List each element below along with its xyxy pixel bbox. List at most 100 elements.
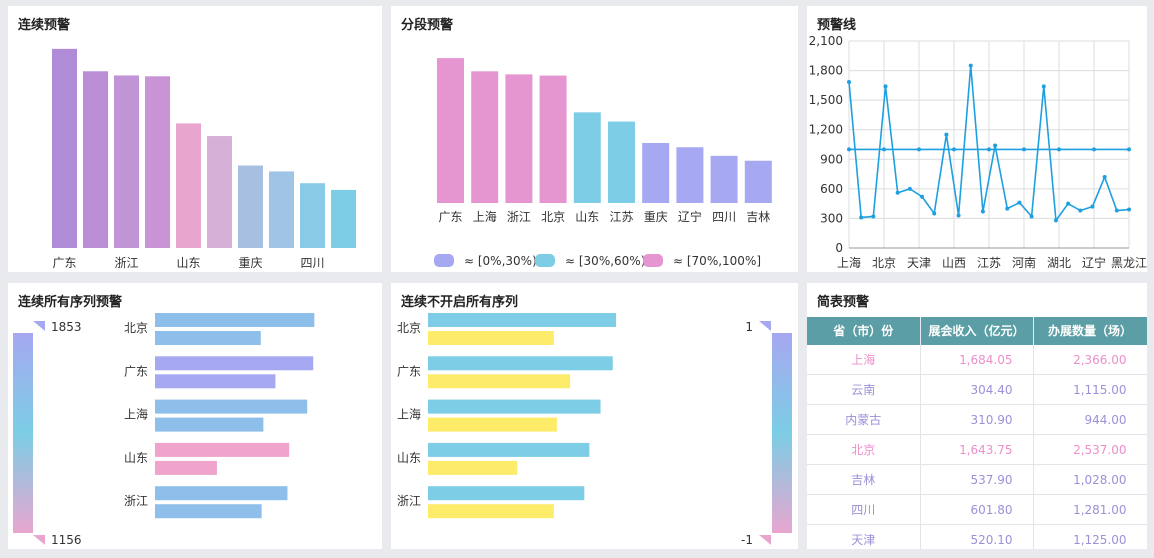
table-row: 内蒙古 310.90 944.00	[807, 404, 1147, 435]
threshold-point	[1127, 147, 1131, 152]
bar-重庆	[238, 165, 263, 248]
data-point	[993, 143, 998, 148]
cell-province: 云南	[807, 374, 921, 405]
cell-province: 天津	[807, 524, 921, 549]
legend-label: ≈ [30%,60%)	[565, 254, 645, 268]
bar-广东-展会收入	[155, 356, 314, 371]
x-tick-label: 辽宁	[1082, 255, 1106, 270]
bar-北京-办展数量	[428, 331, 554, 345]
x-tick-label: 江苏	[609, 210, 633, 224]
y-tick-label: 广东	[397, 364, 421, 378]
warning-line-chart: 0 300 600 900 1,200 1,500 1,800 2,100 上海 北京 天津 山西 江苏…	[809, 34, 1147, 270]
visual-map-min: -1	[741, 533, 753, 547]
data-point	[1114, 208, 1119, 213]
legend-label: ≈ [70%,100%]	[673, 254, 761, 268]
bar-山东-办展数量	[155, 460, 217, 475]
x-tick-label: 江苏	[977, 256, 1001, 270]
threshold-point	[952, 147, 956, 152]
bar-上海-办展数量	[155, 417, 264, 432]
bar-广东-办展数量	[155, 374, 276, 389]
visual-map-max: 1	[745, 320, 753, 334]
data-point	[944, 132, 949, 137]
continuous-warning-chart: 广东 浙江 山东 重庆 四川	[52, 48, 356, 270]
cell-province: 北京	[807, 434, 921, 465]
x-tick-label: 山西	[942, 256, 966, 270]
bar-北京-展会收入	[155, 313, 315, 327]
threshold-point	[847, 147, 851, 152]
x-tick-label: 河南	[1012, 255, 1036, 270]
bar-四川	[710, 155, 738, 203]
x-tick-label: 上海	[473, 209, 497, 224]
y-tick-label: 2,100	[809, 34, 843, 48]
x-tick-label: 四川	[300, 256, 324, 270]
panel-title: 简表预警	[817, 295, 870, 310]
panel-no-open-all-series: 连续不开启所有序列 1 -1 北京 广东 上海 山东 浙江	[391, 283, 798, 549]
data-point	[907, 186, 912, 191]
bar-江苏	[608, 121, 635, 203]
cell-income: 1,684.05	[920, 345, 1034, 375]
data-point	[847, 80, 851, 85]
y-tick-label: 浙江	[124, 494, 148, 508]
warning-table: 省（市）份 展会收入（亿元） 办展数量（场） 上海 1,684.05 2,366.0…	[807, 317, 1147, 549]
x-tick-label: 吉林	[746, 210, 770, 224]
data-point	[1053, 218, 1058, 223]
panel-segment-warning: 分段预警 广东 上海 浙江 北京 山东 江苏 重庆 辽宁 四川 吉林 ≈ [0%,30%) ≈ [30…	[391, 6, 798, 272]
data-point	[1005, 206, 1010, 211]
cell-count: 1,125.00	[1033, 524, 1147, 549]
cell-count: 944.00	[1033, 404, 1147, 435]
y-tick-label: 山东	[397, 451, 421, 465]
cell-province: 内蒙古	[807, 404, 921, 435]
cell-province: 上海	[807, 345, 921, 375]
bar-广东	[437, 58, 464, 203]
legend-swatch	[434, 254, 454, 267]
y-tick-label: 上海	[124, 407, 148, 422]
panel-table-warning: 简表预警 省（市）份 展会收入（亿元） 办展数量（场） 上海 1,684.05 2,…	[807, 283, 1147, 549]
bar-吉林	[744, 160, 772, 203]
x-tick-label: 重庆	[238, 256, 262, 270]
threshold-point	[987, 147, 991, 152]
data-point	[920, 194, 925, 199]
x-tick-label: 黑龙江	[1111, 256, 1147, 270]
y-tick-label: 上海	[397, 407, 421, 422]
panel-continuous-all-series: 连续所有序列预警 1853 1156 北京 广东 上海 山东 浙江	[8, 283, 382, 549]
x-tick-label: 浙江	[114, 256, 138, 270]
threshold-point	[882, 147, 886, 152]
visual-map-bar	[13, 333, 33, 533]
series-line	[848, 65, 1130, 223]
cell-count: 1,281.00	[1033, 494, 1147, 525]
y-tick-label: 1,800	[809, 64, 843, 78]
bar-北京-展会收入	[428, 313, 617, 327]
x-tick-label: 山东	[176, 256, 200, 270]
data-point	[968, 63, 973, 68]
panel-title: 连续不开启所有序列	[401, 295, 519, 310]
bar-浙江-办展数量	[155, 504, 262, 519]
bar-辽宁	[676, 147, 704, 203]
table-header: 省（市）份	[807, 317, 921, 345]
bar-上海-展会收入	[155, 399, 308, 414]
data-point	[1102, 175, 1107, 180]
x-tick-label: 重庆	[644, 210, 668, 224]
cell-income: 304.40	[920, 374, 1034, 405]
y-tick-label: 600	[820, 182, 843, 196]
table-row: 天津 520.10 1,125.00	[807, 524, 1147, 549]
panel-title: 分段预警	[401, 18, 454, 33]
x-tick-label: 北京	[541, 210, 565, 224]
x-tick-label: 辽宁	[678, 209, 702, 224]
panel-warning-line: 预警线 0 300 600 900 1,200 1,500 1,800 2,100 上海 北京 天津…	[807, 6, 1147, 272]
bar-山东-展会收入	[155, 442, 290, 457]
data-point	[883, 84, 888, 89]
panel-title: 连续预警	[18, 18, 71, 33]
threshold-point	[1022, 147, 1026, 152]
cell-count: 1,115.00	[1033, 374, 1147, 405]
cell-count: 2,366.00	[1033, 345, 1147, 375]
bar-上海	[471, 71, 499, 203]
legend-label: ≈ [0%,30%)	[464, 254, 537, 268]
y-tick-label: 1,200	[809, 123, 843, 137]
segment-warning-chart: 广东 上海 浙江 北京 山东 江苏 重庆 辽宁 四川 吉林 ≈ [0%,30%) ≈ [30%,60%…	[434, 58, 772, 268]
cell-count: 2,537.00	[1033, 434, 1147, 465]
cell-count: 1,028.00	[1033, 464, 1147, 495]
bar-山东	[573, 112, 601, 203]
bar-山东	[176, 123, 201, 248]
